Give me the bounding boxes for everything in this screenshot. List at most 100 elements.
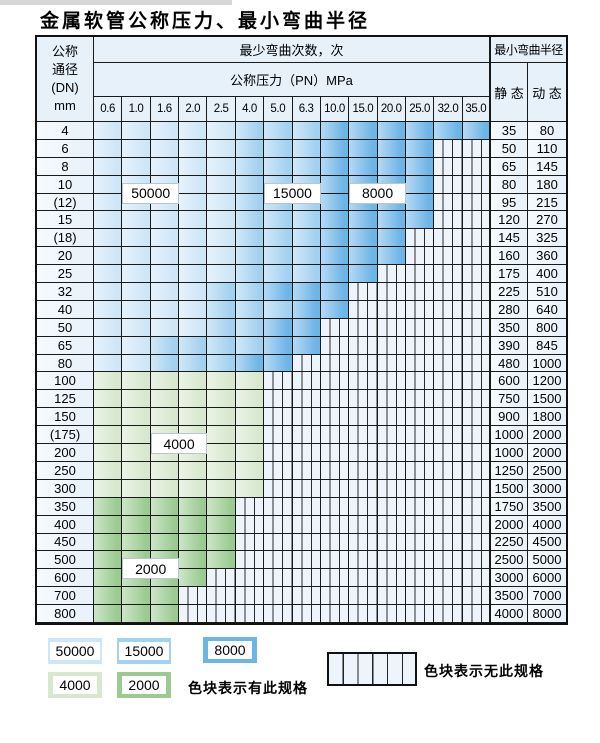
pressure-header: 公称压力（PN）MPa [94, 63, 491, 97]
zone-cell-8000 [320, 122, 350, 140]
hatch-cell [349, 515, 378, 534]
zone-cell-2000 [94, 515, 123, 534]
zone-cell-15000 [292, 122, 321, 140]
dn-header-cell: 公称 通径 (DN) mm [37, 37, 94, 122]
zone-cell-8000 [349, 229, 378, 248]
hatch-cell [462, 587, 491, 606]
dynamic-value-cell: 2500 [528, 461, 566, 480]
hatch-cell [292, 587, 321, 606]
static-value-cell: 900 [491, 408, 528, 427]
hatch-cell [434, 587, 463, 606]
dn-cell: 80 [37, 354, 94, 373]
zone-cell-8000 [349, 247, 378, 266]
hatch-cell [320, 587, 350, 606]
hatch-cell [377, 515, 406, 534]
zone-cell-2000 [94, 533, 123, 552]
hatch-cell [235, 605, 265, 623]
legend-swatch-label: 8000 [208, 641, 252, 659]
zone-cell-4000 [235, 390, 265, 409]
zone-cell-4000 [94, 390, 123, 409]
dn-cell: 800 [37, 605, 94, 623]
zone-cell-4000 [179, 461, 208, 480]
hatch-cell [292, 515, 321, 534]
static-value-cell: 1000 [491, 426, 528, 445]
dynamic-value-cell: 1500 [528, 390, 566, 409]
zone-cell-8000 [434, 122, 463, 140]
zone-cell-50000 [94, 122, 123, 140]
hatch-cell [292, 408, 321, 427]
hatch-cell [264, 587, 293, 606]
zone-cell-4000 [150, 408, 180, 427]
zone-cell-4000 [122, 426, 151, 445]
hatch-cell [377, 354, 406, 373]
hatch-cell [292, 444, 321, 462]
hatch-cell [462, 193, 491, 212]
hatch-cell [320, 426, 350, 445]
zone-cell-50000 [207, 265, 236, 284]
zone-cell-4000 [179, 372, 208, 391]
static-value-cell: 2250 [491, 533, 528, 552]
hatch-cell [462, 605, 491, 623]
hatch-cell [235, 551, 265, 570]
hatch-cell [349, 461, 378, 480]
zone-cell-4000 [207, 479, 236, 498]
hatch-cell [434, 426, 463, 445]
zone-cell-8000 [320, 175, 350, 194]
zone-cell-50000 [122, 336, 151, 355]
zone-cell-8000 [320, 211, 350, 230]
zone-cell-15000 [150, 336, 180, 355]
hatch-cell [235, 533, 265, 552]
hatch-cell [377, 426, 406, 445]
pressure-col-header: 4.0 [235, 97, 265, 122]
hatch-cell [235, 569, 265, 588]
zone-cell-2000 [150, 515, 180, 534]
hatch-cell [462, 139, 491, 158]
hatch-cell [349, 300, 378, 319]
dynamic-value-cell: 145 [528, 157, 566, 176]
dn-cell: 65 [37, 336, 94, 355]
hatch-cell [462, 551, 491, 570]
hatch-cell [349, 533, 378, 552]
zone-cell-8000 [377, 139, 406, 158]
zone-cell-50000 [150, 265, 180, 284]
zone-cell-50000 [94, 318, 123, 337]
hatch-cell [292, 461, 321, 480]
hatch-cell [405, 551, 435, 570]
zone-cell-8000 [405, 175, 435, 194]
zone-cell-50000 [150, 139, 180, 158]
zone-cell-2000 [179, 497, 208, 516]
pressure-col-header: 25.0 [405, 97, 435, 122]
hatch-cell [462, 390, 491, 409]
pressure-col-header: 1.0 [122, 97, 151, 122]
hatch-cell [405, 497, 435, 516]
static-value-cell: 50 [491, 139, 528, 158]
dn-cell: 450 [37, 533, 94, 552]
zone-cell-8000 [377, 157, 406, 176]
legend-swatch-15000: 15000 [117, 638, 171, 664]
hatch-cell [462, 318, 491, 337]
zone-cell-8000 [320, 193, 350, 212]
dn-cell: 250 [37, 461, 94, 480]
zone-cell-15000 [264, 211, 293, 230]
zone-cell-15000 [207, 300, 236, 319]
pressure-col-header: 1.6 [150, 97, 180, 122]
zone-cell-4000 [94, 444, 123, 462]
legend-swatch-8000: 8000 [203, 637, 257, 663]
zone-cell-15000 [207, 354, 236, 373]
zone-cell-2000 [150, 587, 180, 606]
zone-cell-50000 [94, 211, 123, 230]
zone-cell-8000 [405, 193, 435, 212]
zone-cell-50000 [150, 300, 180, 319]
zone-cell-4000 [207, 426, 236, 445]
zone-cell-4000 [150, 372, 180, 391]
zone-cell-15000 [235, 318, 265, 337]
hatch-cell [292, 569, 321, 588]
static-value-cell: 1750 [491, 497, 528, 516]
hatch-cell [405, 587, 435, 606]
hatch-cell [377, 372, 406, 391]
hatch-cell [377, 336, 406, 355]
dn-cell: 40 [37, 300, 94, 319]
hatch-cell [292, 354, 321, 373]
pressure-col-header: 10.0 [320, 97, 350, 122]
dn-cell: 600 [37, 569, 94, 588]
